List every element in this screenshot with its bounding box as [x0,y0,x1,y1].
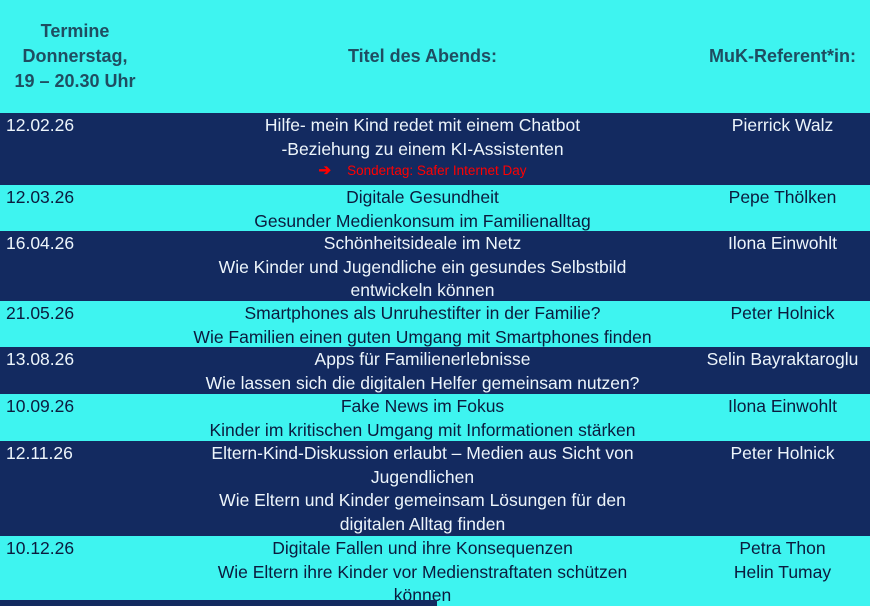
title-line: Wie Eltern ihre Kinder vor Medienstrafta… [217,561,628,582]
referent-cell: Petra Thon Helin Tumay [695,536,870,606]
header-termine-line: Donnerstag, [22,46,128,66]
title-line: Wie Familien einen guten Umgang mit Smar… [193,326,652,347]
date-cell: 13.08.26 [6,349,75,369]
table-row: 21.05.26 Smartphones als Unruhestifter in… [0,301,870,347]
table-row: 12.03.26 Digitale Gesundheit Gesunder Medi… [0,185,870,231]
title-line: Kinder im kritischen Umgang mit Informat… [209,419,636,440]
title-line: Wie Kinder und Jugendliche ein gesundes … [218,256,627,277]
title-line: Eltern-Kind-Diskussion erlaubt – Medien … [211,443,634,463]
date-cell: 12.02.26 [6,115,75,135]
title-line: Hilfe- mein Kind redet mit einem Chatbot [264,115,581,135]
referent-cell: Peter Holnick [695,441,870,536]
table-body: 12.02.26 Hilfe- mein Kind redet mit einem… [0,113,870,606]
referent-cell: Peter Holnick [695,301,870,349]
table-row: 12.02.26 Hilfe- mein Kind redet mit einem… [0,113,870,185]
title-line: Wie lassen sich die digitalen Helfer gem… [205,372,640,393]
title-line: Wie Eltern und Kinder gemeinsam Lösungen… [219,490,626,510]
table-header-row: Termine Donnerstag, 19 – 20.30 Uhr Titel… [0,0,870,113]
title-cell: Schönheitsideale im Netz Wie Kinder und J… [150,231,695,303]
table-row: 16.04.26 Schönheitsideale im Netz Wie Kind… [0,231,870,301]
title-cell: Eltern-Kind-Diskussion erlaubt – Medien … [150,441,695,536]
table-row: 13.08.26 Apps für Familienerlebnisse Wie l… [0,347,870,394]
title-line: Gesunder Medienkonsum im Familienalltag [254,210,591,231]
title-line: -Beziehung zu einem KI-Assistenten [281,138,564,159]
table-row: 12.11.26 Eltern-Kind-Diskussion erlaubt –… [0,441,870,536]
date-cell: 12.03.26 [6,187,75,207]
header-termine-line: 19 – 20.30 Uhr [14,71,136,91]
title-line: Fake News im Fokus [340,396,505,416]
referent-cell: Pierrick Walz [695,113,870,185]
title-line: entwickeln können [350,280,495,300]
title-cell: Digitale Gesundheit Gesunder Medienkonsum… [150,185,695,233]
referent-cell: Selin Bayraktaroglu [695,347,870,395]
table-row: 10.12.26 Digitale Fallen und ihre Konsequ… [0,536,870,606]
title-cell: Digitale Fallen und ihre Konsequenzen Wie… [150,536,695,606]
referent-name: Pierrick Walz [731,115,834,135]
next-row-top-edge [0,600,437,606]
date-cell: 10.12.26 [6,538,75,558]
date-cell: 12.11.26 [6,443,73,463]
table-row: 10.09.26 Fake News im Fokus Kinder im krit… [0,394,870,441]
referent-cell: Ilona Einwohlt [695,394,870,442]
title-cell: Fake News im Fokus Kinder im kritischen U… [150,394,695,442]
referent-name: Pepe Thölken [728,187,837,207]
date-cell: 21.05.26 [6,303,75,323]
referent-name: Petra Thon [739,538,826,558]
referent-name: Peter Holnick [730,443,835,463]
header-termine-line: Termine [40,21,110,41]
referent-name: Ilona Einwohlt [728,396,837,416]
header-termine: Termine Donnerstag, 19 – 20.30 Uhr [0,0,150,113]
referent-name: Helin Tumay [733,561,832,582]
title-cell: Smartphones als Unruhestifter in der Fam… [150,301,695,349]
title-line: Digitale Fallen und ihre Konsequenzen [272,538,573,558]
title-line: Schönheitsideale im Netz [323,233,522,253]
title-cell: Apps für Familienerlebnisse Wie lassen si… [150,347,695,395]
referent-cell: Ilona Einwohlt [695,231,870,303]
header-muk-referent: MuK-Referent*in: [709,45,856,66]
title-line: Jugendlichen [370,466,475,487]
title-line: digitalen Alltag finden [339,513,506,534]
arrow-icon: ➔ [318,162,332,179]
referent-cell: Pepe Thölken [695,185,870,233]
referent-name: Ilona Einwohlt [728,233,837,253]
referent-name: Peter Holnick [730,303,835,323]
date-cell: 10.09.26 [6,396,75,416]
title-line: Apps für Familienerlebnisse [314,349,531,369]
special-day-note: ➔ Sondertag: Safer Internet Day [150,161,695,181]
referent-name: Selin Bayraktaroglu [706,349,859,369]
special-day-note-text: Sondertag: Safer Internet Day [347,163,527,178]
title-line: Digitale Gesundheit [346,187,499,207]
date-cell: 16.04.26 [6,233,75,253]
title-line: Smartphones als Unruhestifter in der Fam… [244,303,601,323]
title-cell: Hilfe- mein Kind redet mit einem Chatbot… [150,113,695,185]
header-titel-des-abends: Titel des Abends: [347,45,498,66]
